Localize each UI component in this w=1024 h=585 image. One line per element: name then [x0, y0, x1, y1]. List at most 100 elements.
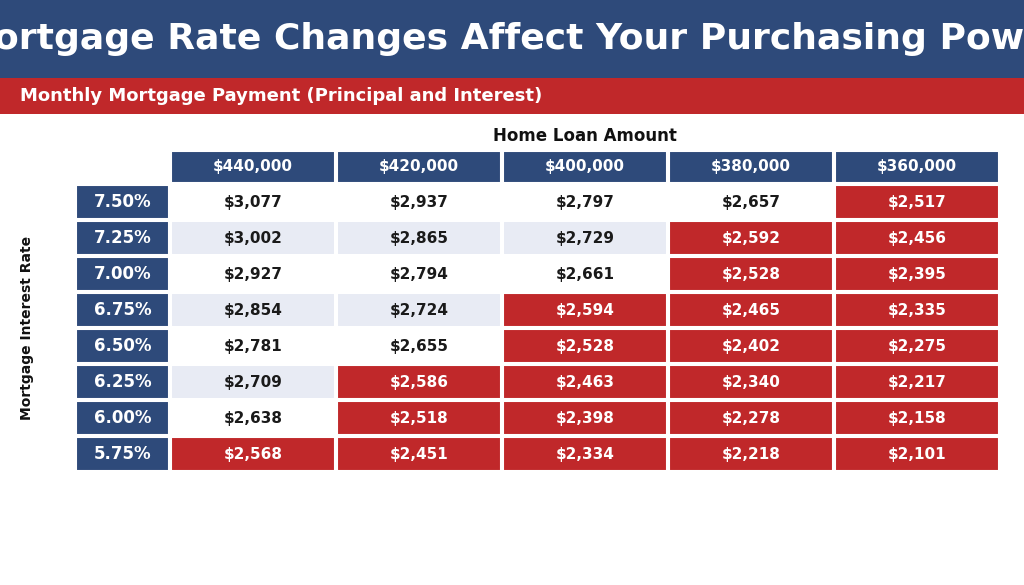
FancyBboxPatch shape — [669, 293, 833, 327]
FancyBboxPatch shape — [337, 221, 501, 255]
FancyBboxPatch shape — [337, 257, 501, 291]
Text: $2,451: $2,451 — [389, 446, 449, 462]
FancyBboxPatch shape — [171, 329, 335, 363]
FancyBboxPatch shape — [835, 437, 999, 471]
Text: $2,217: $2,217 — [888, 374, 946, 390]
Text: $2,528: $2,528 — [555, 339, 614, 353]
Text: $2,517: $2,517 — [888, 194, 946, 209]
Text: $2,518: $2,518 — [389, 411, 449, 425]
FancyBboxPatch shape — [835, 293, 999, 327]
Text: $380,000: $380,000 — [711, 160, 791, 174]
FancyBboxPatch shape — [503, 185, 667, 219]
Text: $400,000: $400,000 — [545, 160, 625, 174]
Text: 6.00%: 6.00% — [94, 409, 152, 427]
FancyBboxPatch shape — [669, 185, 833, 219]
Text: 6.25%: 6.25% — [93, 373, 152, 391]
Text: $2,638: $2,638 — [223, 411, 283, 425]
Text: $2,402: $2,402 — [722, 339, 780, 353]
Text: $3,002: $3,002 — [223, 230, 283, 246]
Text: $2,655: $2,655 — [389, 339, 449, 353]
Text: $2,340: $2,340 — [722, 374, 780, 390]
FancyBboxPatch shape — [76, 437, 169, 471]
Text: $2,781: $2,781 — [223, 339, 283, 353]
FancyBboxPatch shape — [171, 365, 335, 399]
Text: $2,278: $2,278 — [722, 411, 780, 425]
Text: 7.50%: 7.50% — [93, 193, 152, 211]
Text: Mortgage Interest Rate: Mortgage Interest Rate — [20, 236, 34, 420]
FancyBboxPatch shape — [337, 293, 501, 327]
Text: $2,463: $2,463 — [555, 374, 614, 390]
FancyBboxPatch shape — [76, 257, 169, 291]
Text: $420,000: $420,000 — [379, 160, 459, 174]
Text: $2,335: $2,335 — [888, 302, 946, 318]
FancyBboxPatch shape — [0, 78, 1024, 114]
FancyBboxPatch shape — [669, 257, 833, 291]
FancyBboxPatch shape — [171, 257, 335, 291]
FancyBboxPatch shape — [835, 185, 999, 219]
FancyBboxPatch shape — [76, 401, 169, 435]
Text: 5.75%: 5.75% — [93, 445, 152, 463]
FancyBboxPatch shape — [337, 437, 501, 471]
FancyBboxPatch shape — [835, 329, 999, 363]
FancyBboxPatch shape — [76, 365, 169, 399]
FancyBboxPatch shape — [503, 257, 667, 291]
Text: $2,465: $2,465 — [722, 302, 780, 318]
Text: $2,158: $2,158 — [888, 411, 946, 425]
Text: $360,000: $360,000 — [877, 160, 957, 174]
Text: $2,218: $2,218 — [722, 446, 780, 462]
FancyBboxPatch shape — [171, 221, 335, 255]
FancyBboxPatch shape — [503, 151, 667, 183]
Text: $2,794: $2,794 — [389, 267, 449, 281]
FancyBboxPatch shape — [503, 221, 667, 255]
FancyBboxPatch shape — [835, 365, 999, 399]
Text: $2,709: $2,709 — [223, 374, 283, 390]
Text: Mortgage Rate Changes Affect Your Purchasing Power: Mortgage Rate Changes Affect Your Purcha… — [0, 22, 1024, 56]
FancyBboxPatch shape — [503, 401, 667, 435]
FancyBboxPatch shape — [503, 293, 667, 327]
FancyBboxPatch shape — [76, 221, 169, 255]
FancyBboxPatch shape — [337, 329, 501, 363]
Text: $2,528: $2,528 — [722, 267, 780, 281]
FancyBboxPatch shape — [337, 401, 501, 435]
Text: $2,334: $2,334 — [556, 446, 614, 462]
Text: 6.50%: 6.50% — [94, 337, 152, 355]
Text: $2,657: $2,657 — [722, 194, 780, 209]
Text: 6.75%: 6.75% — [93, 301, 152, 319]
Text: $2,661: $2,661 — [555, 267, 614, 281]
FancyBboxPatch shape — [337, 185, 501, 219]
FancyBboxPatch shape — [669, 401, 833, 435]
Text: Home Loan Amount: Home Loan Amount — [494, 127, 677, 145]
FancyBboxPatch shape — [76, 293, 169, 327]
Text: $2,586: $2,586 — [389, 374, 449, 390]
Text: $2,395: $2,395 — [888, 267, 946, 281]
FancyBboxPatch shape — [669, 221, 833, 255]
Text: $2,101: $2,101 — [888, 446, 946, 462]
FancyBboxPatch shape — [76, 329, 169, 363]
Text: $3,077: $3,077 — [223, 194, 283, 209]
FancyBboxPatch shape — [835, 151, 999, 183]
Text: $2,854: $2,854 — [223, 302, 283, 318]
FancyBboxPatch shape — [171, 401, 335, 435]
FancyBboxPatch shape — [835, 401, 999, 435]
Text: $2,592: $2,592 — [722, 230, 780, 246]
FancyBboxPatch shape — [171, 437, 335, 471]
FancyBboxPatch shape — [171, 293, 335, 327]
Text: $2,865: $2,865 — [389, 230, 449, 246]
FancyBboxPatch shape — [0, 0, 1024, 78]
FancyBboxPatch shape — [76, 185, 169, 219]
FancyBboxPatch shape — [337, 151, 501, 183]
Text: $440,000: $440,000 — [213, 160, 293, 174]
Text: $2,729: $2,729 — [555, 230, 614, 246]
FancyBboxPatch shape — [337, 365, 501, 399]
FancyBboxPatch shape — [503, 365, 667, 399]
FancyBboxPatch shape — [669, 329, 833, 363]
FancyBboxPatch shape — [171, 151, 335, 183]
FancyBboxPatch shape — [669, 437, 833, 471]
Text: 7.25%: 7.25% — [93, 229, 152, 247]
FancyBboxPatch shape — [669, 365, 833, 399]
FancyBboxPatch shape — [503, 329, 667, 363]
FancyBboxPatch shape — [669, 151, 833, 183]
Text: $2,275: $2,275 — [888, 339, 946, 353]
FancyBboxPatch shape — [835, 221, 999, 255]
FancyBboxPatch shape — [835, 257, 999, 291]
